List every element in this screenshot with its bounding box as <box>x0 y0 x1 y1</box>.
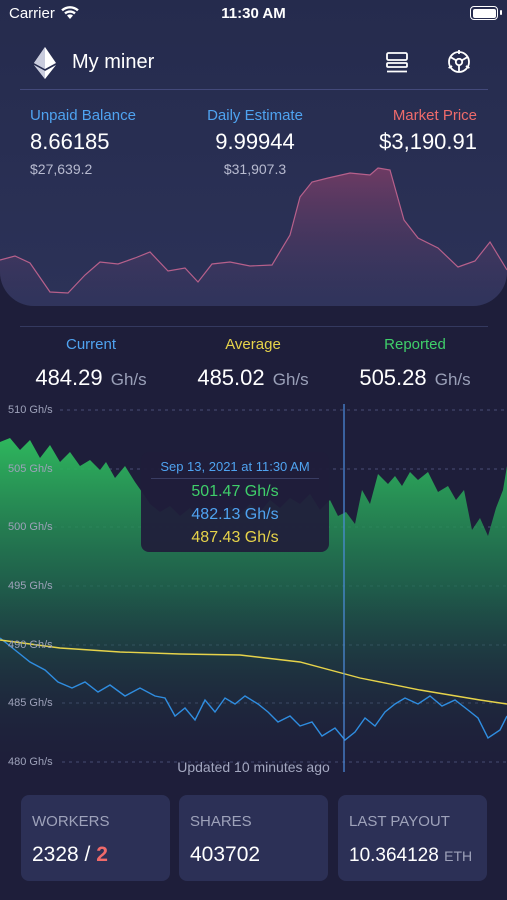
unpaid-balance-value: 8.66185 <box>30 129 110 154</box>
market-price-value: $3,190.91 <box>379 129 477 154</box>
wifi-icon <box>61 6 79 19</box>
workers-separator: / <box>78 843 97 866</box>
updated-label: Updated 10 minutes ago <box>177 759 330 775</box>
shares-value: 403702 <box>190 843 261 866</box>
daily-estimate-usd: $31,907.3 <box>223 161 287 177</box>
current-hashrate: Current 484.29 Gh/s <box>10 336 172 391</box>
last-payout-amount: 10.364128 <box>349 845 439 866</box>
unpaid-balance-label: Unpaid Balance <box>30 107 136 124</box>
tooltip-average: 487.43 Gh/s <box>191 529 279 546</box>
y-tick-500: 500 Gh/s <box>8 521 53 533</box>
price-chart <box>0 167 507 306</box>
header: My miner <box>0 38 507 88</box>
last-payout-card[interactable]: LAST PAYOUT 10.364128 ETH <box>338 795 487 881</box>
current-hashrate-label: Current <box>65 336 117 353</box>
clock: 11:30 AM <box>221 5 286 22</box>
current-hashrate-value: 484.29 <box>35 365 103 390</box>
settings-icon[interactable] <box>445 48 473 76</box>
price-chart-area <box>0 168 507 306</box>
average-hashrate-value: 485.02 <box>197 365 265 390</box>
unpaid-balance-usd: $27,639.2 <box>30 161 93 177</box>
tooltip-reported: 501.47 Gh/s <box>191 483 279 500</box>
price-chart-line <box>0 167 507 294</box>
chart-tooltip: Sep 13, 2021 at 11:30 AM 501.47 Gh/s 482… <box>141 452 329 552</box>
y-tick-485: 485 Gh/s <box>8 697 53 709</box>
workers-offline: 2 <box>96 843 108 866</box>
workers-label: WORKERS <box>32 813 110 830</box>
shares-label: SHARES <box>190 813 252 830</box>
y-tick-480: 480 Gh/s <box>8 756 53 768</box>
reported-hashrate-value: 505.28 <box>359 365 427 390</box>
daily-estimate: Daily Estimate 9.99944 $31,907.3 <box>180 107 330 177</box>
average-line <box>0 639 507 705</box>
workers-card[interactable]: WORKERS 2328 / 2 <box>21 795 170 881</box>
average-hashrate-unit: Gh/s <box>272 370 309 389</box>
carrier-label: Carrier <box>9 5 55 22</box>
workers-value: 2328 / 2 <box>32 843 108 867</box>
workers-list-icon[interactable] <box>384 50 410 76</box>
market-price: Market Price $3,190.91 <box>379 107 477 155</box>
reported-hashrate: Reported 505.28 Gh/s <box>334 336 496 391</box>
ethereum-icon <box>34 47 56 79</box>
market-price-label: Market Price <box>392 107 477 124</box>
reported-hashrate-label: Reported <box>384 336 446 353</box>
y-tick-505: 505 Gh/s <box>8 463 53 475</box>
header-divider <box>20 89 488 90</box>
current-line <box>0 637 507 741</box>
hashrate-stats: Current 484.29 Gh/s Average 485.02 Gh/s … <box>0 336 507 396</box>
average-hashrate-label: Average <box>225 336 281 353</box>
shares-card[interactable]: SHARES 403702 <box>179 795 328 881</box>
daily-estimate-value: 9.99944 <box>215 129 295 154</box>
y-tick-490: 490 Gh/s <box>8 639 53 651</box>
battery-tip <box>500 10 502 15</box>
last-payout-unit: ETH <box>444 848 473 864</box>
unpaid-balance: Unpaid Balance 8.66185 $27,639.2 <box>30 107 136 177</box>
workers-online: 2328 <box>32 843 79 866</box>
current-hashrate-unit: Gh/s <box>110 370 147 389</box>
hashrate-divider <box>20 326 488 327</box>
reported-hashrate-unit: Gh/s <box>434 370 471 389</box>
summary-card: Carrier 11:30 AM My miner <box>0 0 507 306</box>
last-payout-value: 10.364128 ETH <box>349 845 472 867</box>
miner-title: My miner <box>72 51 155 73</box>
last-payout-label: LAST PAYOUT <box>349 813 450 830</box>
y-tick-495: 495 Gh/s <box>8 580 53 592</box>
tooltip-divider <box>151 478 319 479</box>
status-bar: Carrier 11:30 AM <box>0 0 507 30</box>
average-hashrate: Average 485.02 Gh/s <box>172 336 334 391</box>
daily-estimate-label: Daily Estimate <box>207 107 303 124</box>
tooltip-date: Sep 13, 2021 at 11:30 AM <box>160 459 310 474</box>
y-tick-510: 510 Gh/s <box>8 404 53 416</box>
battery-icon <box>470 6 498 20</box>
tooltip-current: 482.13 Gh/s <box>191 506 279 523</box>
